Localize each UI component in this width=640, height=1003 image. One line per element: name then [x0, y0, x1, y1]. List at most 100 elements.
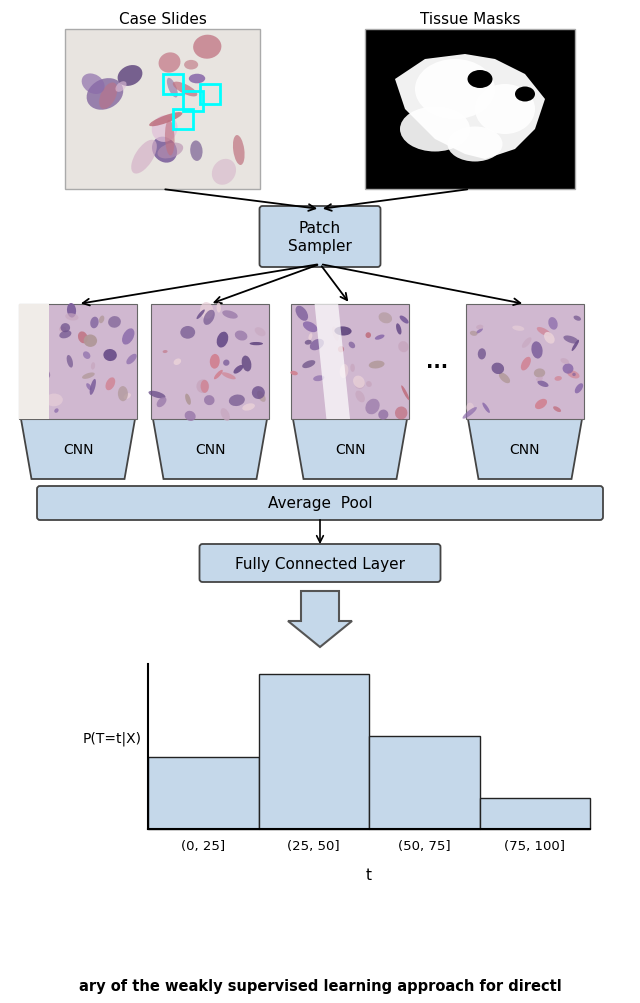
Ellipse shape — [28, 364, 33, 373]
Ellipse shape — [106, 378, 115, 391]
Ellipse shape — [353, 376, 365, 388]
Ellipse shape — [396, 324, 401, 335]
Ellipse shape — [563, 364, 573, 374]
Bar — [183, 92, 203, 112]
Ellipse shape — [463, 407, 477, 419]
Ellipse shape — [476, 325, 483, 330]
Ellipse shape — [108, 317, 121, 328]
Ellipse shape — [573, 316, 581, 321]
Ellipse shape — [196, 380, 209, 393]
Ellipse shape — [512, 326, 524, 332]
Ellipse shape — [334, 327, 351, 336]
Text: (75, 100]: (75, 100] — [504, 840, 565, 853]
Ellipse shape — [340, 365, 348, 379]
Ellipse shape — [152, 116, 177, 142]
Polygon shape — [468, 419, 582, 479]
Ellipse shape — [365, 399, 380, 415]
Ellipse shape — [45, 394, 63, 407]
Ellipse shape — [303, 322, 317, 333]
Ellipse shape — [544, 333, 555, 344]
Ellipse shape — [223, 360, 230, 366]
Ellipse shape — [190, 141, 203, 161]
Ellipse shape — [212, 159, 236, 186]
Ellipse shape — [341, 328, 348, 336]
Bar — [365, 30, 575, 190]
Ellipse shape — [229, 395, 245, 406]
Ellipse shape — [204, 396, 214, 406]
Text: Fully Connected Layer: Fully Connected Layer — [235, 556, 405, 571]
Ellipse shape — [366, 382, 372, 387]
Ellipse shape — [131, 140, 157, 175]
Ellipse shape — [165, 120, 175, 156]
Ellipse shape — [375, 335, 385, 340]
Ellipse shape — [379, 313, 392, 324]
Polygon shape — [21, 419, 135, 479]
Ellipse shape — [115, 82, 127, 92]
Ellipse shape — [196, 310, 205, 320]
Ellipse shape — [415, 60, 495, 120]
Ellipse shape — [184, 61, 198, 70]
Polygon shape — [315, 305, 350, 419]
Ellipse shape — [29, 342, 40, 353]
Ellipse shape — [399, 316, 408, 324]
Text: Tissue Masks: Tissue Masks — [420, 12, 520, 27]
Ellipse shape — [302, 361, 316, 369]
Ellipse shape — [313, 376, 324, 382]
Polygon shape — [288, 592, 352, 647]
Ellipse shape — [118, 387, 128, 402]
Text: (25, 50]: (25, 50] — [287, 840, 340, 853]
Ellipse shape — [476, 329, 483, 334]
Ellipse shape — [61, 324, 70, 333]
Bar — [173, 110, 193, 129]
Ellipse shape — [401, 386, 410, 401]
Text: Average  Pool: Average Pool — [268, 496, 372, 511]
Ellipse shape — [522, 338, 531, 348]
Ellipse shape — [159, 53, 180, 73]
Ellipse shape — [124, 394, 131, 400]
FancyBboxPatch shape — [200, 545, 440, 583]
Text: (50, 75]: (50, 75] — [398, 840, 451, 853]
Ellipse shape — [84, 335, 97, 348]
Ellipse shape — [553, 407, 561, 412]
Ellipse shape — [122, 329, 134, 345]
Bar — [291, 305, 409, 419]
Ellipse shape — [78, 332, 88, 344]
Ellipse shape — [561, 359, 569, 364]
Ellipse shape — [395, 407, 408, 420]
Ellipse shape — [398, 342, 409, 353]
Ellipse shape — [400, 107, 470, 152]
Ellipse shape — [217, 332, 228, 348]
Bar — [163, 75, 183, 95]
Text: CNN: CNN — [509, 442, 540, 456]
Ellipse shape — [291, 371, 298, 376]
Ellipse shape — [42, 369, 50, 379]
Ellipse shape — [250, 343, 263, 346]
Ellipse shape — [91, 363, 95, 370]
Ellipse shape — [210, 354, 220, 369]
Ellipse shape — [243, 404, 255, 411]
Ellipse shape — [521, 357, 531, 371]
Ellipse shape — [152, 137, 177, 163]
Ellipse shape — [554, 377, 562, 381]
Ellipse shape — [308, 334, 312, 341]
Bar — [466, 305, 584, 419]
Ellipse shape — [378, 410, 388, 420]
Ellipse shape — [67, 356, 73, 368]
Ellipse shape — [167, 78, 178, 98]
Bar — [151, 305, 269, 419]
Text: P(T=t|X): P(T=t|X) — [83, 731, 142, 746]
Text: (0, 25]: (0, 25] — [181, 840, 225, 853]
Ellipse shape — [548, 318, 557, 330]
Ellipse shape — [70, 139, 120, 180]
Ellipse shape — [221, 408, 230, 421]
Text: CNN: CNN — [335, 442, 365, 456]
Ellipse shape — [467, 71, 493, 89]
Ellipse shape — [180, 327, 195, 339]
Ellipse shape — [99, 316, 104, 324]
Ellipse shape — [59, 327, 67, 333]
Ellipse shape — [478, 349, 486, 360]
Ellipse shape — [86, 79, 124, 110]
Ellipse shape — [36, 315, 48, 326]
Ellipse shape — [204, 311, 215, 326]
Ellipse shape — [534, 369, 545, 378]
